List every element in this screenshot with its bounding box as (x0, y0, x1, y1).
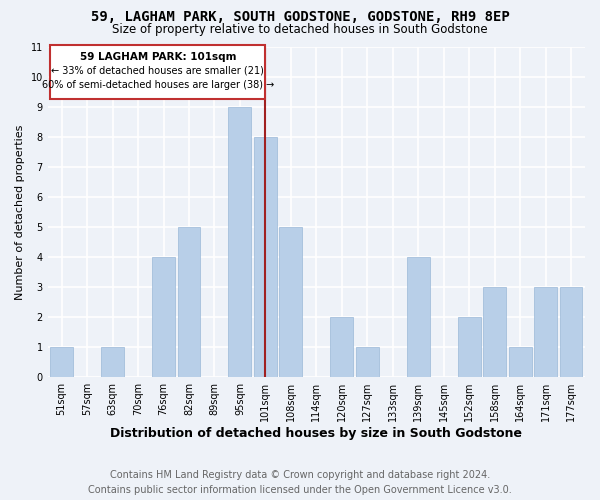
Text: ← 33% of detached houses are smaller (21): ← 33% of detached houses are smaller (21… (52, 65, 264, 75)
Bar (254, 136, 277, 377)
Y-axis label: Number of detached properties: Number of detached properties (15, 124, 25, 300)
Bar (458, 317, 481, 377)
X-axis label: Distribution of detached houses by size in South Godstone: Distribution of detached houses by size … (110, 427, 523, 440)
Text: Contains HM Land Registry data © Crown copyright and database right 2024.
Contai: Contains HM Land Registry data © Crown c… (88, 470, 512, 495)
Bar (560, 287, 583, 377)
Bar (534, 287, 557, 377)
Bar (50, 347, 73, 377)
Bar (483, 287, 506, 377)
Bar (331, 317, 353, 377)
Bar (101, 347, 124, 377)
Bar (280, 227, 302, 377)
Bar (509, 347, 532, 377)
Text: Size of property relative to detached houses in South Godstone: Size of property relative to detached ho… (112, 22, 488, 36)
FancyBboxPatch shape (50, 45, 265, 99)
Bar (152, 257, 175, 377)
Bar (356, 347, 379, 377)
Bar (407, 257, 430, 377)
Text: 60% of semi-detached houses are larger (38) →: 60% of semi-detached houses are larger (… (41, 80, 274, 90)
Text: 59 LAGHAM PARK: 101sqm: 59 LAGHAM PARK: 101sqm (80, 52, 236, 62)
Bar (229, 106, 251, 377)
Text: 59, LAGHAM PARK, SOUTH GODSTONE, GODSTONE, RH9 8EP: 59, LAGHAM PARK, SOUTH GODSTONE, GODSTON… (91, 10, 509, 24)
Bar (178, 227, 200, 377)
